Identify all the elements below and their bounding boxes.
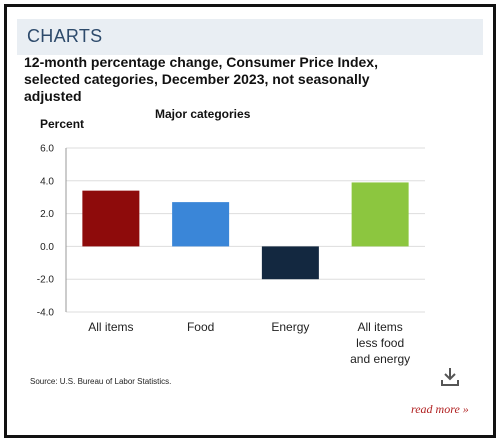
x-tick-label: All items	[357, 320, 402, 334]
y-tick-label: 6.0	[40, 144, 54, 155]
bar	[261, 246, 319, 280]
x-tick-label: Energy	[271, 320, 309, 334]
chart-subtitle: Major categories	[155, 107, 251, 121]
download-icon-graphic	[441, 368, 459, 386]
y-tick-label: -4.0	[37, 308, 55, 319]
x-tick-label: All items	[88, 320, 133, 334]
x-tick-label: Food	[187, 320, 214, 334]
source-note: Source: U.S. Bureau of Labor Statistics.	[30, 377, 172, 386]
card-header-title: CHARTS	[27, 26, 103, 46]
y-tick-label: -2.0	[37, 275, 55, 286]
card-header: CHARTS	[17, 19, 483, 55]
chart-title: 12-month percentage change, Consumer Pri…	[24, 54, 378, 104]
download-icon[interactable]	[440, 366, 460, 388]
read-more-link[interactable]: read more »	[411, 402, 469, 416]
bar	[82, 190, 140, 247]
x-tick-label: less food	[356, 336, 404, 350]
x-tick-label: and energy	[350, 352, 410, 366]
bar	[172, 202, 230, 247]
y-tick-label: 4.0	[40, 176, 54, 187]
y-tick-label: 0.0	[40, 242, 54, 253]
y-axis-label: Percent	[40, 117, 85, 131]
y-tick-label: 2.0	[40, 209, 54, 220]
bar	[351, 182, 409, 247]
